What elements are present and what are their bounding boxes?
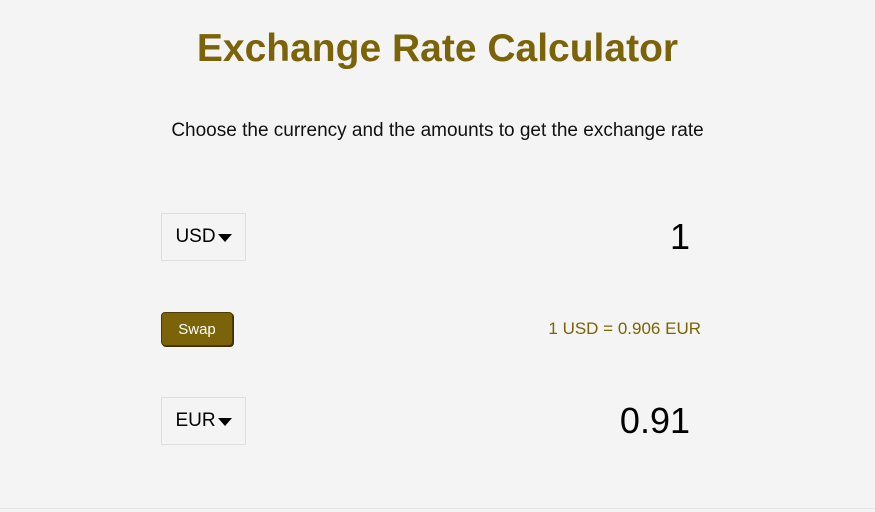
exchange-rate-text: 1 USD = 0.906 EUR: [548, 319, 701, 338]
swap-row: Swap 1 USD = 0.906 EUR: [161, 312, 701, 346]
to-currency-select[interactable]: EUR: [161, 397, 246, 445]
to-amount-input[interactable]: 0.91: [619, 400, 690, 441]
from-currency-row: USD 1: [161, 212, 701, 262]
from-amount-input[interactable]: 1: [669, 216, 690, 257]
to-currency-code: EUR: [175, 410, 216, 431]
page-subtitle: Choose the currency and the amounts to g…: [171, 120, 704, 141]
caret-down-icon: [217, 234, 232, 242]
from-currency-select[interactable]: USD: [161, 213, 246, 261]
swap-button[interactable]: Swap: [161, 312, 233, 346]
caret-down-icon: [217, 418, 232, 426]
to-currency-row: EUR 0.91: [161, 396, 701, 446]
from-currency-code: USD: [175, 226, 216, 247]
page-title: Exchange Rate Calculator: [196, 27, 679, 70]
